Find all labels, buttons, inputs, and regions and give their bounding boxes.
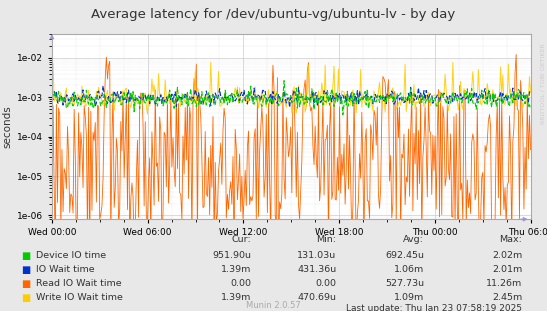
Text: 11.26m: 11.26m: [486, 279, 522, 288]
Text: Read IO Wait time: Read IO Wait time: [36, 279, 121, 288]
Text: 2.01m: 2.01m: [492, 265, 522, 274]
Text: 431.36u: 431.36u: [297, 265, 336, 274]
Text: 1.06m: 1.06m: [394, 265, 424, 274]
Text: Max:: Max:: [499, 235, 522, 244]
Text: 692.45u: 692.45u: [385, 251, 424, 260]
Text: ■: ■: [21, 279, 30, 289]
Text: RRDTOOL / TOBI OETIKER: RRDTOOL / TOBI OETIKER: [541, 44, 546, 124]
Text: IO Wait time: IO Wait time: [36, 265, 94, 274]
Text: ■: ■: [21, 265, 30, 275]
Text: Write IO Wait time: Write IO Wait time: [36, 293, 123, 302]
Text: 1.39m: 1.39m: [221, 293, 252, 302]
Text: ■: ■: [21, 293, 30, 303]
Text: Munin 2.0.57: Munin 2.0.57: [246, 301, 301, 310]
Text: 470.69u: 470.69u: [298, 293, 336, 302]
Text: Last update: Thu Jan 23 07:58:19 2025: Last update: Thu Jan 23 07:58:19 2025: [346, 304, 522, 311]
Text: 131.03u: 131.03u: [297, 251, 336, 260]
Text: Cur:: Cur:: [232, 235, 252, 244]
Text: Avg:: Avg:: [403, 235, 424, 244]
Text: ■: ■: [21, 251, 30, 261]
Text: 2.02m: 2.02m: [492, 251, 522, 260]
Text: 1.39m: 1.39m: [221, 265, 252, 274]
Text: 0.00: 0.00: [231, 279, 252, 288]
Text: Min:: Min:: [316, 235, 336, 244]
Text: 527.73u: 527.73u: [385, 279, 424, 288]
Text: 951.90u: 951.90u: [213, 251, 252, 260]
Text: Device IO time: Device IO time: [36, 251, 106, 260]
Y-axis label: seconds: seconds: [3, 105, 13, 148]
Text: 1.09m: 1.09m: [394, 293, 424, 302]
Text: Average latency for /dev/ubuntu-vg/ubuntu-lv - by day: Average latency for /dev/ubuntu-vg/ubunt…: [91, 8, 456, 21]
Text: 2.45m: 2.45m: [492, 293, 522, 302]
Text: 0.00: 0.00: [316, 279, 336, 288]
